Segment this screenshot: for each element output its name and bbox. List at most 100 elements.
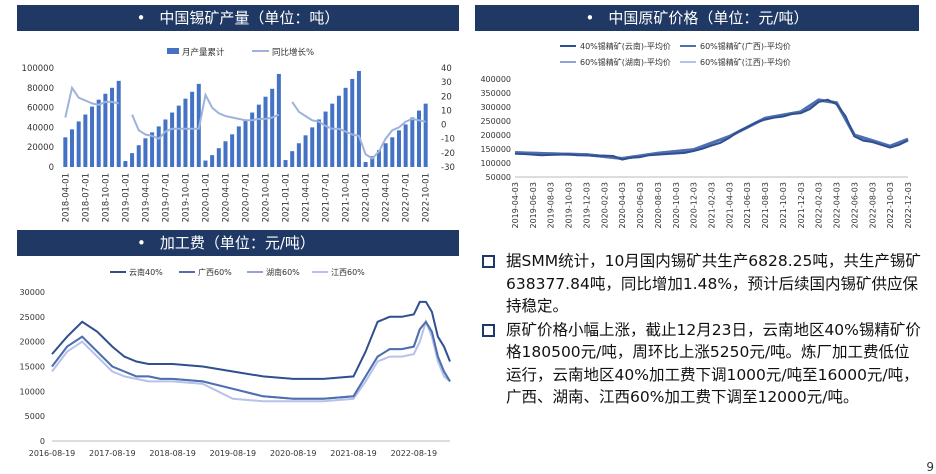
x-tick-label: 2022-10-01 [422,173,432,222]
bar [163,119,168,167]
bar [283,160,288,167]
x-tick-label: 2018-08-19 [149,449,196,458]
bar [316,119,321,167]
bar [250,112,255,167]
bar [223,141,228,167]
legend-label: 60%锡精矿(广西)-平均价 [700,41,791,51]
y-tick-label: 60000 [27,104,54,114]
y-tick-label: 20000 [20,338,45,347]
y2-tick-label: 0 [441,121,446,131]
x-tick-label: 2020-01-01 [201,173,211,222]
y-tick-label: 25000 [20,313,45,322]
x-tick-label: 2018-04-01 [61,173,71,222]
bullet-item: 原矿价格小幅上涨，截止12月23日，云南地区40%锡精矿价格180500元/吨，… [482,319,922,409]
y-tick-label: 250000 [480,117,511,126]
x-tick-label: 2019-04-03 [511,182,520,229]
x-tick-label: 2022-02-03 [815,182,824,229]
bullet-item: 据SMM统计，10月国内锡矿共生产6828.25吨，共生产锡矿638377.84… [482,250,922,318]
bar [343,87,348,167]
bullet-box-icon [482,255,495,268]
x-tick-label: 2021-07-01 [322,173,332,222]
bar [210,155,215,167]
bar [416,110,421,167]
bar [176,105,181,167]
y-tick-label: 15000 [20,363,45,372]
bar [296,143,301,167]
x-tick-label: 2020-10-03 [672,182,681,229]
x-tick-label: 2020-08-19 [270,449,317,458]
bullet-dot: • [136,9,146,27]
bar [216,148,221,167]
y-tick-label: 30000 [20,288,45,297]
bar [350,78,355,167]
bar [123,161,128,167]
legend-label: 江西60% [331,268,365,277]
x-tick-label: 2019-08-03 [547,182,556,229]
bar [410,117,415,167]
bar [110,87,115,167]
legend-label: 60%锡精矿(湖南)-平均价 [580,57,671,67]
fee-line [51,318,451,403]
tin-output-chart: 月产量累计 同比增长% 0 20000 40000 60000 80000 100000 -30… [22,47,455,222]
bar [136,145,141,167]
bar [243,119,248,167]
legend-label: 广西60% [198,267,232,277]
x-tick-label: 2020-06-03 [636,182,645,229]
x-tick-label: 2022-10-03 [886,182,895,229]
commentary: 据SMM统计，10月国内锡矿共生产6828.25吨，共生产锡矿638377.84… [482,250,922,410]
bar [90,106,95,167]
x-tick-label: 2021-01-01 [282,173,292,222]
x-tick-label: 2020-10-01 [262,173,272,222]
fee-line [51,320,451,400]
bar [170,112,175,167]
bar [130,153,135,167]
x-tick-label: 2019-04-01 [141,173,151,222]
processing-fee-title: 加工费（单位：元/吨） [159,234,315,252]
x-tick-label: 2022-04-01 [382,173,392,222]
price-line [514,98,909,161]
bar [303,135,308,167]
legend-label: 云南40% [129,267,163,277]
bar [396,130,401,167]
bar [150,132,155,167]
y2-tick-label: -20 [441,149,455,159]
tin-output-title: 中国锡矿产量（单位：吨） [159,9,340,27]
y2-tick-label: 40 [441,64,452,74]
x-tick-label: 2019-10-03 [565,182,574,229]
bar [183,98,188,167]
x-tick-label: 2019-07-01 [161,173,171,222]
bar [323,111,328,167]
x-tick-label: 2022-04-03 [833,182,842,229]
bullet-dot: • [137,234,146,252]
legend-label: 40%锡精矿(云南)-平均价 [580,41,671,51]
bar [270,88,275,167]
legend-label: 60%锡精矿(江西)-平均价 [700,57,791,67]
bar [290,151,295,167]
x-tick-label: 2019-01-01 [121,173,131,222]
bar [276,73,281,167]
y-tick-label: 300000 [480,103,511,112]
bar [103,93,108,167]
y-tick-label: 100000 [480,159,511,168]
bullet-box-icon [482,323,495,337]
legend-label: 同比增长% [272,47,314,58]
x-tick-label: 2022-06-03 [850,182,859,229]
x-tick-label: 2021-08-19 [330,449,377,458]
legend-label: 湖南60% [266,267,300,277]
price-line [514,98,909,161]
y-tick-label: 80000 [27,84,54,94]
x-tick-label: 2021-10-03 [779,182,788,229]
growth-line [64,85,426,160]
x-tick-label: 2021-06-03 [743,182,752,229]
y2-tick-label: 10 [441,106,452,116]
legend-swatch [167,48,179,54]
bar [423,103,428,167]
bar [370,156,375,167]
ore-price-header: • 中国原矿价格（单位：元/吨） [475,5,919,31]
y-tick-label: 40000 [27,123,54,133]
bar [310,127,315,167]
bar [143,138,148,167]
x-tick-label: 2021-04-01 [302,173,312,222]
x-tick-label: 2019-06-03 [529,182,538,229]
fee-line [51,300,451,380]
